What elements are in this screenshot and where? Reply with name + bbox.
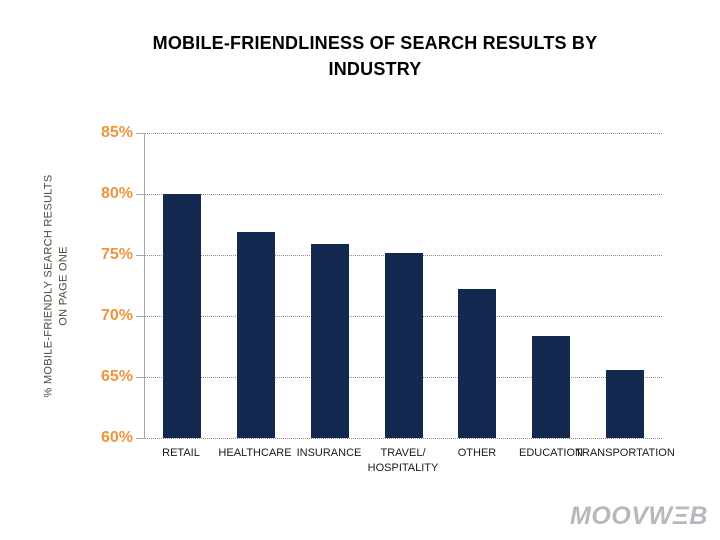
bar-transportation — [606, 369, 645, 438]
y-tick-mark — [136, 194, 145, 195]
gridline-60 — [145, 438, 662, 439]
x-label-insurance: INSURANCE — [296, 447, 362, 459]
bar-other — [458, 289, 497, 438]
x-label-healthcare: HEALTHCARE — [218, 447, 292, 459]
y-tick-mark — [136, 438, 145, 439]
y-tick-label-85: 85% — [100, 124, 133, 141]
y-tick-label-70: 70% — [100, 307, 133, 324]
x-label-retail: RETAIL — [162, 447, 200, 459]
bar-education — [532, 335, 571, 438]
bar-insurance — [310, 244, 349, 438]
plot-area: 85% 80% 75% 70% 65% 60% — [101, 124, 662, 446]
y-tick-label-75: 75% — [100, 246, 133, 263]
x-label-other: OTHER — [457, 447, 497, 459]
x-label-education: EDUCATION — [519, 447, 583, 459]
y-tick-label-60: 60% — [100, 429, 133, 446]
y-tick-mark — [136, 133, 145, 134]
bar-travel — [384, 252, 423, 438]
gridline-85 — [145, 133, 662, 134]
bar-healthcare — [236, 231, 275, 438]
y-axis-title-text: % MOBILE-FRIENDLY SEARCH RESULTS ON PAGE… — [42, 174, 69, 397]
y-tick-mark — [136, 316, 145, 317]
y-tick-mark — [136, 377, 145, 378]
bar-retail — [162, 194, 201, 438]
y-tick-mark — [136, 255, 145, 256]
x-axis-labels: RETAIL HEALTHCARE INSURANCE TRAVEL/ HOSPITA… — [144, 446, 675, 478]
x-label-transportation: TRANSPORTATION — [575, 447, 675, 459]
y-tick-label-65: 65% — [100, 368, 133, 385]
gridline-80 — [145, 194, 662, 195]
y-tick-label-80: 80% — [100, 185, 133, 202]
moovweb-logo: MOOVWΞB — [570, 502, 708, 530]
x-label-travel: TRAVEL/ HOSPITALITY — [367, 447, 439, 474]
chart-title: MOBILE-FRIENDLINESS OF SEARCH RESULTS BY… — [152, 33, 598, 79]
y-axis-title: % MOBILE-FRIENDLY SEARCH RESULTS ON PAGE… — [30, 133, 82, 438]
